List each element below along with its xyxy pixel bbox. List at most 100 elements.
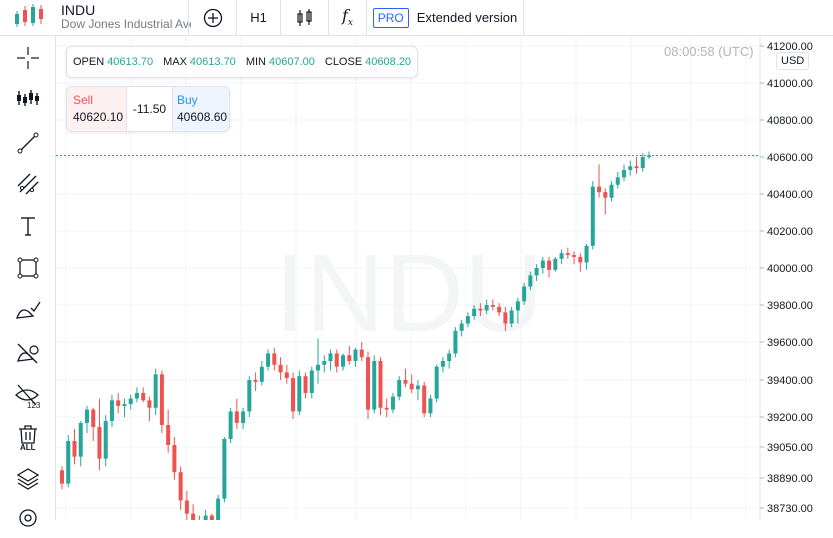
candle-body — [453, 330, 458, 354]
layers-tool[interactable] — [0, 458, 56, 498]
candle-body — [347, 355, 352, 361]
candles-logo-icon — [15, 4, 43, 27]
close-value: 40608.20 — [365, 56, 412, 68]
price-tick-label: 40600.00 — [767, 152, 813, 164]
fib-tool[interactable] — [0, 164, 56, 204]
sell-label: Sell — [73, 93, 94, 107]
candle-body — [184, 500, 189, 514]
candle-body — [528, 275, 533, 287]
price-tick-label: 39050.00 — [767, 442, 813, 454]
price-tick-label: 39800.00 — [767, 300, 813, 312]
candle-body — [472, 308, 477, 317]
candle-body — [134, 392, 139, 399]
spread-value: -11.50 — [127, 87, 173, 131]
chart-type-button[interactable] — [280, 0, 328, 35]
symbol-description: Dow Jones Industrial Ave — [61, 17, 191, 31]
candle-body — [540, 260, 545, 268]
settings-tool[interactable] — [0, 498, 56, 538]
candle-body — [403, 380, 408, 384]
candle-body — [590, 186, 595, 246]
text-tool[interactable] — [0, 206, 56, 246]
sell-button[interactable]: Sell 40620.10 — [67, 87, 127, 131]
candle-body — [634, 166, 639, 169]
candle-body — [147, 400, 152, 408]
candle-body — [178, 472, 183, 501]
trend-line-tool[interactable] — [0, 123, 56, 163]
rectangle-icon — [17, 257, 39, 279]
price-chart[interactable]: INDU 41200.00 41000.00 40800.00 40600.00 4040… — [56, 36, 833, 520]
watermark: INDU — [275, 232, 544, 355]
buy-button[interactable]: Buy 40608.60 — [173, 87, 229, 131]
candle-body — [584, 245, 589, 263]
candle-body — [128, 398, 133, 405]
candle-body — [628, 166, 633, 170]
candle-body — [440, 361, 445, 367]
candle-body — [578, 256, 583, 263]
candle-body — [334, 353, 339, 367]
ohlc-legend: OPEN 40613.70 MAX 40613.70 MIN 40607.00 CLO… — [66, 46, 419, 78]
open-label: OPEN — [73, 56, 105, 68]
candle-body — [153, 374, 158, 408]
candle-body — [434, 366, 439, 399]
candle-body — [191, 513, 196, 520]
candle-body — [172, 445, 177, 473]
rectangle-tool[interactable] — [0, 248, 56, 288]
candle-body — [166, 425, 171, 445]
candle-body — [603, 192, 608, 198]
plus-circle-icon — [203, 8, 222, 27]
candle-body — [503, 312, 508, 324]
candle-body — [384, 407, 389, 410]
candle-body — [640, 157, 645, 169]
candle-body — [203, 515, 208, 520]
candle-body — [328, 353, 333, 361]
close-label: CLOSE — [324, 56, 363, 68]
candle-body — [297, 376, 302, 412]
candle-body — [478, 308, 483, 311]
candles-icon — [296, 8, 312, 26]
extended-version-button[interactable]: PRO Extended version — [366, 0, 524, 35]
candle-body — [372, 361, 377, 410]
candle-body — [353, 349, 358, 361]
crosshair-icon — [17, 47, 39, 69]
crosshair-tool[interactable] — [0, 38, 56, 78]
text-icon — [21, 217, 35, 236]
max-value: 40613.70 — [189, 56, 236, 68]
candle-body — [647, 155, 651, 157]
candle-body — [109, 400, 114, 421]
hide-drawings-tool[interactable] — [0, 333, 56, 373]
indicators-icon — [17, 90, 39, 106]
symbol-name[interactable]: INDU — [61, 2, 96, 18]
buy-label: Buy — [177, 93, 198, 107]
price-tick-label: 39600.00 — [767, 337, 813, 349]
indicators-button[interactable]: fx — [328, 0, 366, 35]
delete-all-tag: ALL — [20, 443, 36, 451]
candle-body — [415, 385, 420, 390]
brush-icon — [16, 301, 41, 319]
brush-tool[interactable] — [0, 290, 56, 330]
delete-all-tool[interactable]: ALL — [0, 418, 56, 458]
min-label: MIN — [245, 56, 266, 68]
price-tick-label: 41000.00 — [767, 78, 813, 90]
buy-price: 40608.60 — [177, 110, 228, 124]
candle-body — [284, 372, 289, 379]
price-tick-label: 38730.00 — [767, 503, 813, 515]
max-label: MAX — [163, 56, 187, 68]
candle-body — [72, 441, 77, 457]
candle-body — [97, 427, 102, 459]
add-symbol-button[interactable] — [188, 0, 236, 35]
candle-body — [559, 253, 564, 259]
candle-body — [103, 421, 108, 459]
candle-body — [78, 423, 83, 457]
pro-badge: PRO — [372, 7, 409, 28]
indicators-tool[interactable] — [0, 78, 56, 118]
hide-indicators-tool[interactable]: 123 — [0, 376, 56, 416]
candle-body — [159, 374, 164, 425]
candle-body — [515, 301, 520, 311]
candle-body — [247, 380, 252, 412]
candle-body — [597, 186, 602, 193]
candle-body — [228, 411, 233, 439]
hide-drawings-icon — [17, 343, 39, 364]
currency-label[interactable]: USD — [776, 52, 810, 70]
timeframe-button[interactable]: H1 — [236, 0, 280, 35]
candle-body — [309, 370, 314, 393]
